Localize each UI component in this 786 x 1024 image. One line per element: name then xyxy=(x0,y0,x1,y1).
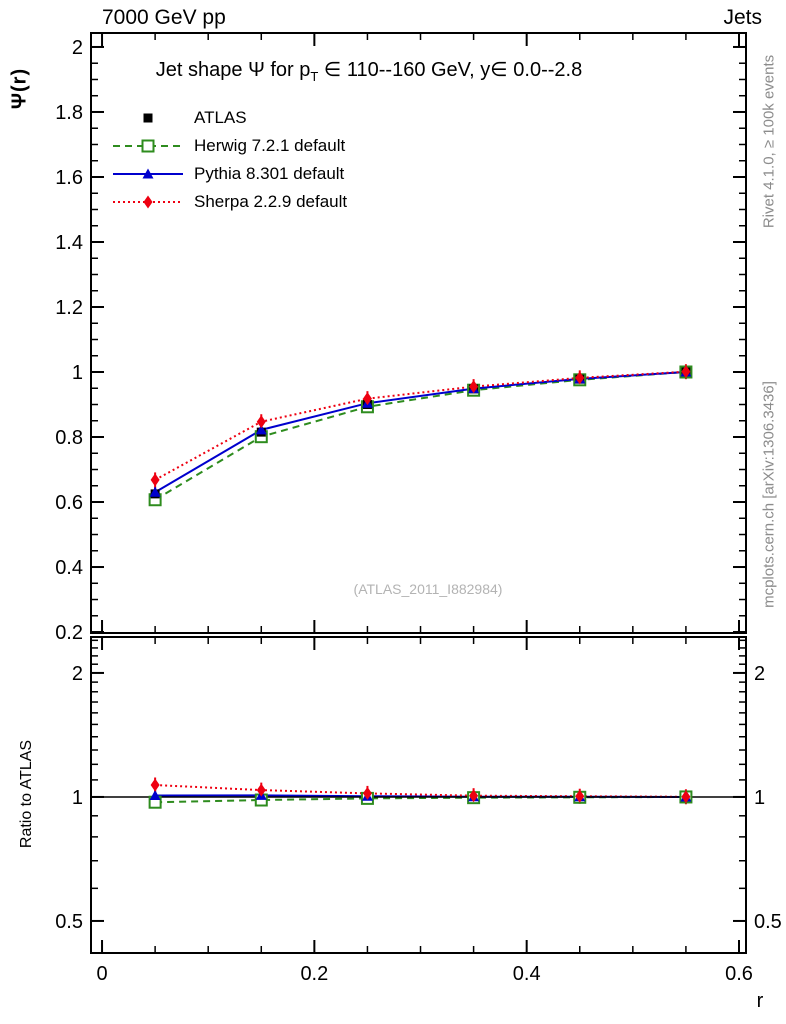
plot-title-sub: T xyxy=(310,69,319,84)
svg-text:2: 2 xyxy=(72,663,83,685)
svg-text:1.2: 1.2 xyxy=(55,297,83,319)
svg-text:1: 1 xyxy=(72,787,83,809)
svg-text:1: 1 xyxy=(754,787,765,809)
svg-text:0.5: 0.5 xyxy=(754,911,782,933)
legend-item-atlas: ATLAS xyxy=(110,104,347,132)
ratio-panel: 0.5 0.5 1 1 2 2 0 0.2 0.4 0.6 xyxy=(55,636,782,985)
svg-text:0.2: 0.2 xyxy=(55,622,83,644)
svg-text:2: 2 xyxy=(754,663,765,685)
legend-item-pythia: Pythia 8.301 default xyxy=(110,160,347,188)
legend: ATLAS Herwig 7.2.1 default Pythia 8.301 … xyxy=(110,104,347,216)
sherpa-marker-icon xyxy=(110,193,186,211)
legend-label-sherpa: Sherpa 2.2.9 default xyxy=(194,192,348,211)
svg-text:0.6: 0.6 xyxy=(55,492,83,514)
svg-text:1.8: 1.8 xyxy=(55,102,83,124)
main-panel: 0.2 0.4 0.6 0.8 1 1.2 1.4 1.6 1.8 2 xyxy=(55,32,747,644)
svg-text:0: 0 xyxy=(96,963,107,985)
svg-text:0.4: 0.4 xyxy=(513,963,541,985)
svg-text:1.4: 1.4 xyxy=(55,232,83,254)
atlas-marker-icon xyxy=(110,109,186,127)
legend-item-herwig: Herwig 7.2.1 default xyxy=(110,132,347,160)
svg-text:0.8: 0.8 xyxy=(55,427,83,449)
herwig-marker-icon xyxy=(110,137,186,155)
x-axis-title: r xyxy=(756,990,764,1012)
svg-text:0.4: 0.4 xyxy=(55,557,83,579)
plot-title-pre: Jet shape Ψ for p xyxy=(155,59,311,81)
beam-energy-label: 7000 GeV pp xyxy=(102,6,226,29)
pythia-marker-icon xyxy=(110,165,186,183)
plot-title: Jet shape Ψ for pT ∈ 110--160 GeV, y∈ 0.… xyxy=(91,57,647,84)
legend-label-herwig: Herwig 7.2.1 default xyxy=(194,136,346,155)
legend-label-atlas: ATLAS xyxy=(194,108,247,127)
svg-text:0.2: 0.2 xyxy=(300,963,328,985)
process-label: Jets xyxy=(723,6,762,29)
svg-text:1: 1 xyxy=(72,362,83,384)
svg-text:1.6: 1.6 xyxy=(55,167,83,189)
svg-text:2: 2 xyxy=(72,37,83,59)
analysis-id-watermark: (ATLAS_2011_I882984) xyxy=(353,581,503,597)
svg-text:0.6: 0.6 xyxy=(725,963,753,985)
plot-title-post: ∈ 110--160 GeV, y∈ 0.0--2.8 xyxy=(318,59,583,81)
svg-text:0.5: 0.5 xyxy=(55,911,83,933)
legend-item-sherpa: Sherpa 2.2.9 default xyxy=(110,188,347,216)
legend-label-pythia: Pythia 8.301 default xyxy=(194,164,345,183)
